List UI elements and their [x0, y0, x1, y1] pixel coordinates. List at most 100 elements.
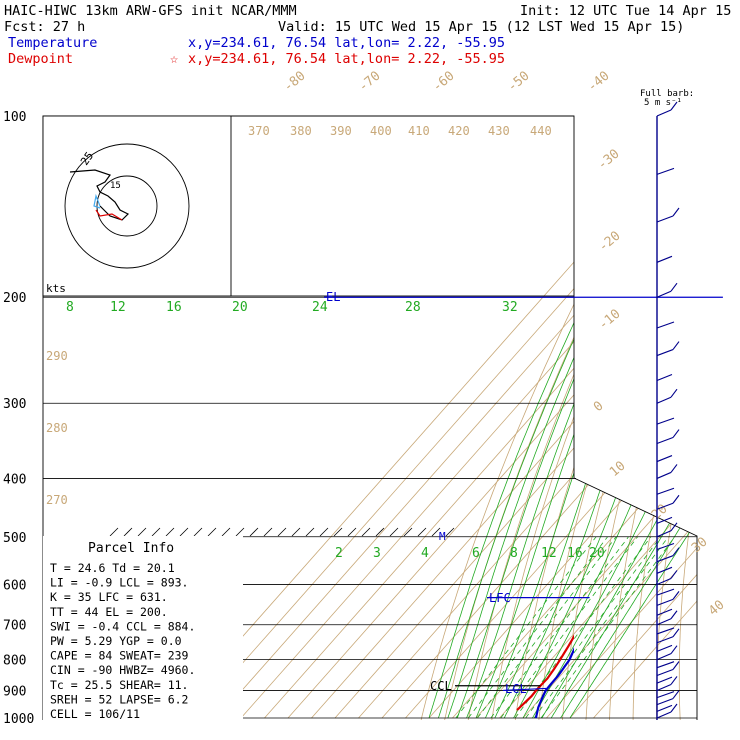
- dry-adiabat: [723, 116, 740, 731]
- wind-barb: [656, 255, 673, 263]
- pressure-axis: 1000 900 800 700 600 500 400 300 200 100: [3, 110, 34, 727]
- moist-adiabat-label: 16: [166, 300, 182, 315]
- hatch-mark: [291, 527, 301, 537]
- mixing-ratio-line: [500, 536, 638, 719]
- isotherm-line: [406, 116, 740, 718]
- wind-barb: [656, 290, 672, 298]
- wind-barb: [656, 627, 675, 635]
- dry-adiabat: [678, 296, 697, 720]
- ccl-label: CCL: [430, 679, 452, 693]
- moist-adiabat-label: 8: [66, 300, 74, 315]
- wind-barb: [656, 644, 673, 652]
- wind-barb-flag: [672, 547, 680, 557]
- dry-adiabat: [419, 116, 671, 731]
- isotherm-label: -10: [596, 306, 624, 333]
- wind-barb-flag: [670, 570, 678, 579]
- hatch-mark: [151, 527, 161, 537]
- pressure-tick-label: 1000: [3, 712, 34, 727]
- parcel-info-row: Tc = 25.5 SHEAR= 11.: [50, 678, 188, 692]
- el-label: EL: [326, 290, 340, 304]
- wind-barb-flag: [670, 282, 678, 292]
- wind-barb: [656, 608, 673, 616]
- wind-barb-flag: [672, 628, 680, 638]
- mixing-ratio-label: 12: [541, 546, 557, 561]
- hodograph-ring-label: 25: [78, 149, 96, 167]
- dewpoint-legend: Dewpoint: [8, 51, 73, 67]
- wind-barb-flag: [672, 341, 680, 350]
- isotherm-line: [381, 296, 697, 719]
- pressure-tick-label: 400: [3, 472, 26, 487]
- dry-adiabat-label: 400: [370, 124, 392, 138]
- mixing-ratio-line: [490, 536, 629, 719]
- isotherm-line: [476, 116, 740, 718]
- hatch-mark: [235, 527, 245, 537]
- isotherm-line: [382, 116, 740, 718]
- wind-barb: [656, 167, 675, 175]
- dry-adiabat-label: 270: [46, 493, 68, 507]
- isotherm-line: [547, 116, 740, 718]
- mixing-ratio-line: [533, 536, 669, 719]
- wind-barb: [656, 704, 673, 712]
- wind-barb: [656, 455, 673, 463]
- wind-barb: [656, 555, 674, 563]
- parcel-info-row: SWI = -0.4 CCL = 884.: [50, 619, 195, 633]
- moist-adiabat: [494, 297, 653, 719]
- pressure-tick-label: 300: [3, 397, 26, 412]
- wind-barb: [656, 577, 672, 585]
- hatch-mark: [109, 527, 119, 537]
- isotherm-line: [334, 296, 697, 719]
- wind-barb-flag: [670, 645, 678, 654]
- hatch-mark: [305, 527, 315, 537]
- parcel-info-row: CIN = -90 HWBZ= 4960.: [50, 663, 195, 677]
- wind-barb: [656, 530, 672, 538]
- dry-adiabat: [585, 296, 697, 720]
- isotherm-line: [499, 296, 697, 719]
- dry-adiabat-label: 370: [248, 124, 270, 138]
- isotherm-label: 10: [607, 459, 629, 481]
- hodograph-ring-inner: [96, 175, 158, 237]
- init-time: Init: 12 UTC Tue 14 Apr 15: [520, 3, 731, 19]
- hatch-mark: [263, 527, 273, 537]
- wind-barb: [656, 471, 672, 479]
- mixing-ratio-label: 8: [510, 546, 518, 561]
- isotherm-line: [193, 296, 697, 719]
- wind-barbs: [656, 101, 680, 720]
- moist-adiabat-label: 32: [502, 300, 518, 315]
- isotherm-line: [240, 296, 697, 719]
- dewpoint-location: x,y=234.61, 76.54 lat,lon= 2.22, -55.95: [188, 51, 505, 67]
- pressure-tick-label: 600: [3, 578, 26, 593]
- wind-barb-flag: [672, 690, 680, 699]
- mixing-ratio-line: [540, 536, 676, 719]
- valid-time: Valid: 15 UTC Wed 15 Apr 15 (12 LST Wed …: [278, 19, 684, 35]
- wind-barb: [656, 618, 672, 626]
- lcl-marker: [502, 687, 547, 692]
- hatch-mark: [179, 527, 189, 537]
- mixing-ratio-label: 2: [335, 546, 343, 561]
- wind-barb-flag: [670, 388, 678, 398]
- isotherm-line: [312, 116, 740, 718]
- hatch-mark: [389, 527, 399, 537]
- pressure-tick-label: 500: [3, 531, 26, 546]
- dry-adiabat: [465, 296, 696, 720]
- wind-barb: [656, 588, 675, 596]
- pressure-tick-label: 900: [3, 684, 26, 699]
- moist-adiabat-upper: [523, 297, 706, 718]
- barb-legend-value: 5 m s⁻¹: [644, 98, 682, 108]
- hatch-mark: [221, 527, 231, 537]
- hatch-mark: [137, 527, 147, 537]
- moist-adiabat-upper: [495, 297, 652, 718]
- mixing-ratio-label: 20: [589, 546, 605, 561]
- moist-adiabat: [456, 297, 610, 719]
- moist-adiabat: [475, 297, 629, 719]
- isotherm-line: [217, 296, 697, 719]
- hatch-mark: [375, 527, 385, 537]
- dry-adiabat: [608, 296, 697, 720]
- wind-barb: [656, 109, 672, 117]
- temperature-location: x,y=234.61, 76.54 lat,lon= 2.22, -55.95: [188, 35, 505, 51]
- hatch-mark: [193, 527, 203, 537]
- series-temperature-line: [534, 647, 574, 719]
- dry-adiabat-label: 410: [408, 124, 430, 138]
- isotherm-line: [287, 296, 697, 719]
- parcel-info-title: Parcel Info: [88, 541, 174, 556]
- parcel-info-row: K = 35 LFC = 631.: [50, 590, 168, 604]
